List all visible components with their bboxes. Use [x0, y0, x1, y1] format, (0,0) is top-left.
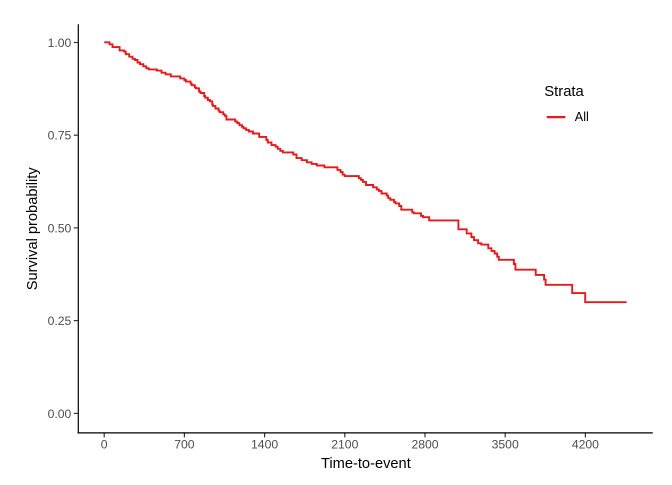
svg-text:0.75: 0.75 — [48, 129, 72, 143]
svg-text:0.50: 0.50 — [48, 221, 72, 235]
svg-text:1.00: 1.00 — [48, 36, 72, 50]
svg-text:0.25: 0.25 — [48, 314, 72, 328]
svg-text:2100: 2100 — [331, 438, 358, 452]
svg-text:0.00: 0.00 — [48, 407, 72, 421]
svg-text:Strata: Strata — [544, 84, 584, 100]
svg-text:700: 700 — [174, 438, 195, 452]
svg-text:Survival probability: Survival probability — [25, 167, 41, 291]
svg-text:1400: 1400 — [251, 438, 278, 452]
svg-text:Time-to-event: Time-to-event — [321, 456, 411, 472]
svg-text:3500: 3500 — [492, 438, 519, 452]
svg-text:4200: 4200 — [572, 438, 599, 452]
svg-text:0: 0 — [101, 438, 108, 452]
svg-text:2800: 2800 — [411, 438, 438, 452]
svg-text:All: All — [575, 110, 589, 124]
